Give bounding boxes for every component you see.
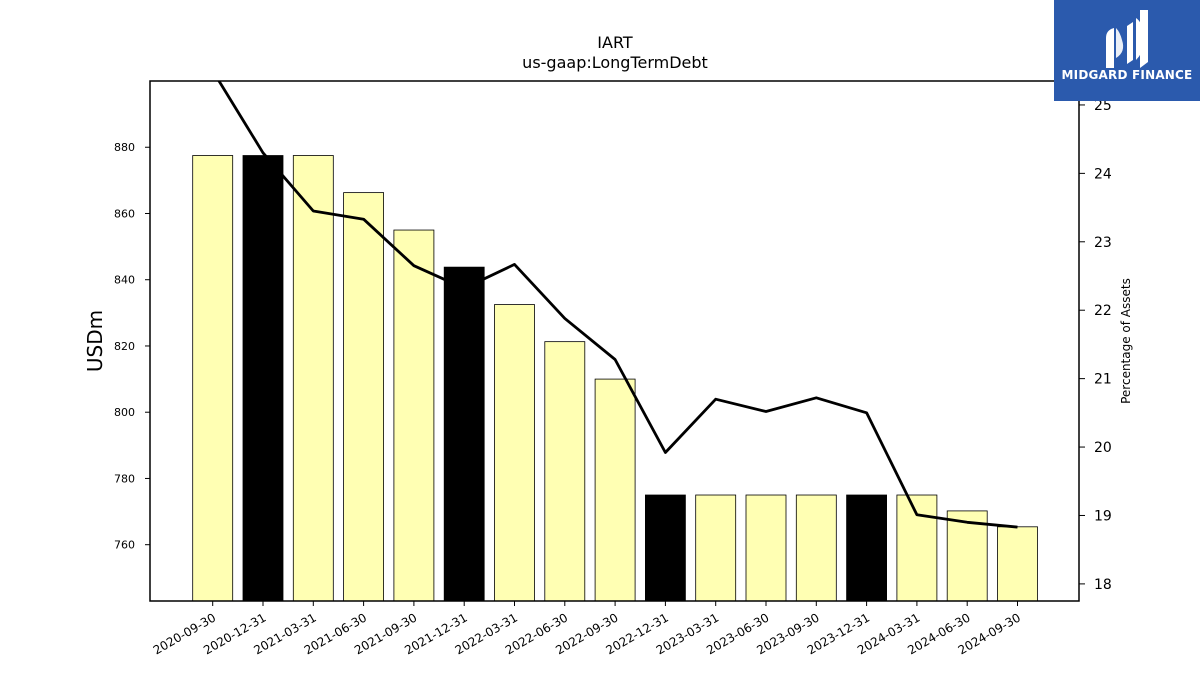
- plot-frame: [149, 80, 1080, 602]
- right-tick-label: 18: [1094, 577, 1112, 593]
- logo-text: MIDGARD FINANCE: [1061, 68, 1193, 82]
- right-axis: 18 19 20 21 22 23 24 25: [1079, 98, 1112, 593]
- bar-2021-12-31: [443, 266, 485, 602]
- left-tick-label: 780: [114, 472, 135, 485]
- left-tick-label: 820: [114, 340, 135, 353]
- bar-2021-03-31: [292, 155, 334, 602]
- left-tick-label: 760: [114, 539, 135, 552]
- right-tick-label: 25: [1094, 98, 1112, 114]
- left-tick-label: 840: [114, 274, 135, 287]
- y2-axis-label: Percentage of Assets: [1119, 278, 1133, 404]
- left-tick-label: 880: [114, 141, 135, 154]
- bar-2021-09-30: [393, 229, 435, 602]
- bar-2022-06-30: [544, 341, 586, 602]
- left-tick-label: 800: [114, 406, 135, 419]
- right-tick-label: 24: [1094, 166, 1112, 182]
- percentage-line: [217, 81, 1018, 529]
- right-tick-label: 23: [1094, 235, 1112, 251]
- bar-2023-12-31: [846, 494, 887, 602]
- line-group: [217, 81, 1018, 529]
- bar-2022-03-31: [494, 304, 535, 602]
- bar-2023-03-31: [695, 494, 737, 602]
- left-axis: 760 780 800 820 840 860 880: [114, 141, 150, 552]
- bar-2024-09-30: [997, 526, 1038, 602]
- brand-logo: MIDGARD FINANCE: [1054, 0, 1200, 101]
- chart-title: IART: [597, 33, 633, 52]
- chart-subtitle: us-gaap:LongTermDebt: [522, 53, 708, 72]
- left-tick-label: 860: [114, 207, 135, 220]
- right-tick-label: 19: [1094, 508, 1112, 524]
- x-axis: 2020-09-302020-12-312021-03-312021-06-30…: [151, 601, 1023, 657]
- bar-2022-09-30: [594, 378, 636, 602]
- bar-2024-06-30: [946, 510, 988, 602]
- y-axis-label: USDm: [83, 310, 107, 372]
- bar-2024-03-31: [896, 494, 938, 602]
- bar-2020-09-30: [192, 155, 234, 602]
- bar-2022-12-31: [645, 494, 686, 602]
- right-tick-label: 22: [1094, 303, 1112, 319]
- logo-icon: [1106, 10, 1148, 68]
- bar-2023-06-30: [745, 494, 787, 602]
- bar-2023-09-30: [795, 494, 837, 602]
- bar-2020-12-31: [242, 155, 284, 602]
- bars-group: [192, 155, 1038, 602]
- right-tick-label: 20: [1094, 440, 1112, 456]
- right-tick-label: 21: [1094, 372, 1112, 388]
- bar-2021-06-30: [343, 192, 385, 602]
